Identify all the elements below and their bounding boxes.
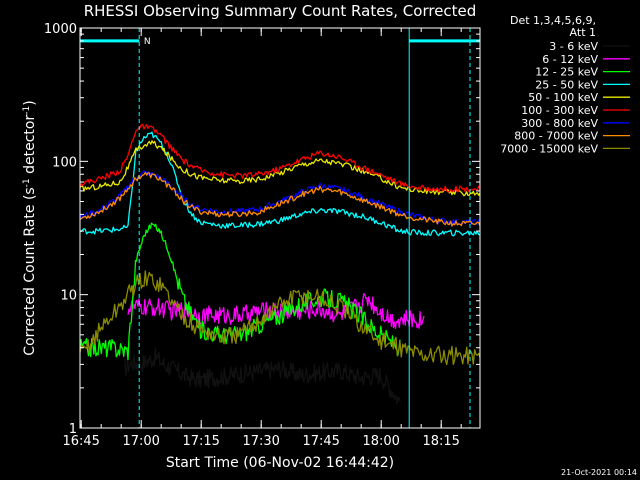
legend-label: 800 - 7000 keV	[514, 130, 598, 143]
axis-layer: 16:45 17:00 17:15 17:30 17:45 18:00 18:15 1 10 10…	[44, 22, 480, 449]
x-tick-label: 18:15	[422, 434, 459, 449]
legend-header: Att 1	[570, 26, 596, 39]
legend-label: 300 - 800 keV	[521, 117, 598, 130]
y-tick-label: 1000	[44, 22, 77, 37]
y-axis-label: Corrected Count Rate (s-1 detector-1)	[22, 100, 38, 355]
series-line	[123, 347, 401, 405]
n-marker: N	[144, 37, 151, 47]
legend-label: 100 - 300 keV	[521, 104, 598, 117]
plot-frame	[79, 27, 481, 429]
series-line	[79, 140, 481, 197]
y-tick-label: 100	[52, 155, 77, 170]
x-tick-label: 18:00	[362, 434, 399, 449]
series-line	[79, 270, 481, 366]
x-tick-label: 17:30	[242, 434, 279, 449]
series-layer	[79, 123, 481, 405]
y-tick-label: 10	[60, 289, 77, 304]
legend-label: 25 - 50 keV	[535, 78, 598, 91]
series-line	[79, 171, 481, 227]
series-line	[79, 170, 481, 226]
chart-title: RHESSI Observing Summary Count Rates, Co…	[84, 2, 477, 20]
legend-label: 7000 - 15000 keV	[500, 142, 598, 155]
legend-header: Det 1,3,4,5,6,9,	[510, 14, 596, 27]
x-tick-label: 17:15	[182, 434, 219, 449]
legend-label: 12 - 25 keV	[535, 66, 598, 79]
y-tick-label: 1	[69, 422, 77, 437]
x-tick-label: 17:45	[302, 434, 339, 449]
legend-label: 3 - 6 keV	[549, 40, 598, 53]
footer-timestamp: 21-Oct-2021 00:14	[561, 468, 637, 477]
series-line	[79, 123, 481, 193]
x-tick-label: 17:00	[122, 434, 159, 449]
x-tick-label: 16:45	[62, 434, 99, 449]
series-line	[79, 131, 481, 237]
legend-label: 6 - 12 keV	[542, 53, 598, 66]
legend-label: 50 - 100 keV	[528, 91, 598, 104]
x-axis-label: Start Time (06-Nov-02 16:44:42)	[166, 455, 394, 471]
